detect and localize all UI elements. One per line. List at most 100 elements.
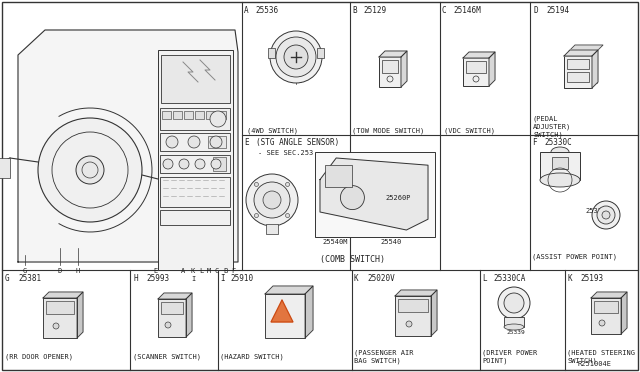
Bar bbox=[162, 111, 171, 119]
Text: C: C bbox=[442, 6, 447, 15]
Bar bbox=[569, 51, 597, 83]
Bar bbox=[160, 108, 230, 130]
Bar bbox=[395, 296, 431, 336]
Text: K: K bbox=[191, 268, 195, 274]
Polygon shape bbox=[431, 290, 437, 336]
Bar bbox=[0, 158, 10, 178]
Polygon shape bbox=[569, 45, 603, 51]
Bar bbox=[206, 111, 215, 119]
Text: ADJUSTER): ADJUSTER) bbox=[533, 124, 572, 131]
Circle shape bbox=[210, 136, 222, 148]
Polygon shape bbox=[395, 290, 437, 296]
Polygon shape bbox=[379, 51, 407, 57]
Text: (PEDAL: (PEDAL bbox=[533, 116, 559, 122]
Bar bbox=[158, 299, 186, 337]
Bar bbox=[594, 301, 618, 313]
Polygon shape bbox=[186, 293, 192, 337]
Polygon shape bbox=[305, 286, 313, 338]
Bar bbox=[195, 111, 204, 119]
Bar bbox=[466, 61, 486, 73]
Bar bbox=[540, 152, 580, 180]
Bar bbox=[161, 302, 183, 314]
Bar bbox=[217, 111, 226, 119]
Text: E: E bbox=[153, 268, 157, 274]
Circle shape bbox=[255, 214, 259, 218]
Polygon shape bbox=[463, 52, 495, 58]
Bar bbox=[46, 301, 74, 314]
Text: D: D bbox=[58, 268, 62, 274]
Text: 25339: 25339 bbox=[506, 330, 525, 335]
Circle shape bbox=[406, 321, 412, 327]
Text: SWITCH): SWITCH) bbox=[533, 132, 563, 138]
Circle shape bbox=[504, 293, 524, 313]
Text: 25540: 25540 bbox=[380, 239, 401, 245]
Bar bbox=[265, 294, 305, 338]
Text: 25993: 25993 bbox=[146, 274, 169, 283]
Text: G: G bbox=[5, 274, 10, 283]
Text: B: B bbox=[352, 6, 356, 15]
Polygon shape bbox=[591, 292, 627, 298]
Ellipse shape bbox=[504, 324, 524, 330]
Circle shape bbox=[179, 159, 189, 169]
Text: (DRIVER POWER: (DRIVER POWER bbox=[482, 350, 537, 356]
Text: N: N bbox=[83, 162, 89, 172]
Text: POINT): POINT) bbox=[482, 358, 508, 365]
Polygon shape bbox=[592, 50, 598, 88]
Bar bbox=[564, 56, 592, 88]
Text: A: A bbox=[181, 268, 185, 274]
Circle shape bbox=[163, 159, 173, 169]
Text: 25536: 25536 bbox=[255, 6, 278, 15]
Text: 25330C: 25330C bbox=[544, 138, 572, 147]
Text: H: H bbox=[76, 268, 80, 274]
Circle shape bbox=[210, 111, 226, 127]
Text: F: F bbox=[532, 138, 536, 147]
Bar bbox=[213, 157, 226, 171]
Bar bbox=[160, 210, 230, 225]
Text: 25146M: 25146M bbox=[453, 6, 481, 15]
Bar bbox=[398, 299, 428, 312]
Circle shape bbox=[53, 323, 59, 329]
Bar bbox=[160, 155, 230, 173]
Bar bbox=[266, 224, 278, 234]
Text: BAG SWITCH): BAG SWITCH) bbox=[354, 358, 401, 365]
Polygon shape bbox=[18, 30, 238, 262]
Text: H: H bbox=[133, 274, 138, 283]
Bar bbox=[184, 111, 193, 119]
Bar bbox=[208, 136, 226, 148]
Text: (VDC SWITCH): (VDC SWITCH) bbox=[444, 127, 495, 134]
Bar bbox=[325, 165, 353, 187]
Text: C: C bbox=[215, 268, 219, 274]
Text: B: B bbox=[223, 268, 227, 274]
Text: G: G bbox=[23, 268, 27, 274]
Text: A: A bbox=[277, 311, 281, 317]
Polygon shape bbox=[158, 293, 192, 299]
Circle shape bbox=[166, 136, 178, 148]
Text: (4WD SWITCH): (4WD SWITCH) bbox=[247, 127, 298, 134]
Text: M: M bbox=[207, 268, 211, 274]
Text: 25540M: 25540M bbox=[322, 239, 348, 245]
Polygon shape bbox=[320, 158, 428, 230]
Text: 25129: 25129 bbox=[363, 6, 386, 15]
Polygon shape bbox=[401, 51, 407, 87]
Circle shape bbox=[188, 136, 200, 148]
Circle shape bbox=[602, 211, 610, 219]
Text: (RR DOOR OPENER): (RR DOOR OPENER) bbox=[5, 354, 73, 360]
Text: I: I bbox=[220, 274, 225, 283]
Text: - SEE SEC.253: - SEE SEC.253 bbox=[258, 150, 313, 156]
Bar bbox=[161, 55, 230, 103]
Text: D: D bbox=[533, 6, 538, 15]
Text: K: K bbox=[567, 274, 572, 283]
Bar bbox=[463, 58, 489, 86]
Text: (STG ANGLE SENSOR): (STG ANGLE SENSOR) bbox=[256, 138, 339, 147]
Bar bbox=[315, 152, 435, 237]
Polygon shape bbox=[271, 300, 293, 322]
Circle shape bbox=[255, 182, 259, 186]
Polygon shape bbox=[621, 292, 627, 334]
Bar bbox=[160, 133, 230, 151]
Text: F: F bbox=[231, 268, 235, 274]
Text: 25339: 25339 bbox=[585, 208, 606, 214]
Text: (SCANNER SWITCH): (SCANNER SWITCH) bbox=[133, 354, 201, 360]
Text: L: L bbox=[199, 268, 203, 274]
Circle shape bbox=[254, 182, 290, 218]
Circle shape bbox=[76, 156, 104, 184]
